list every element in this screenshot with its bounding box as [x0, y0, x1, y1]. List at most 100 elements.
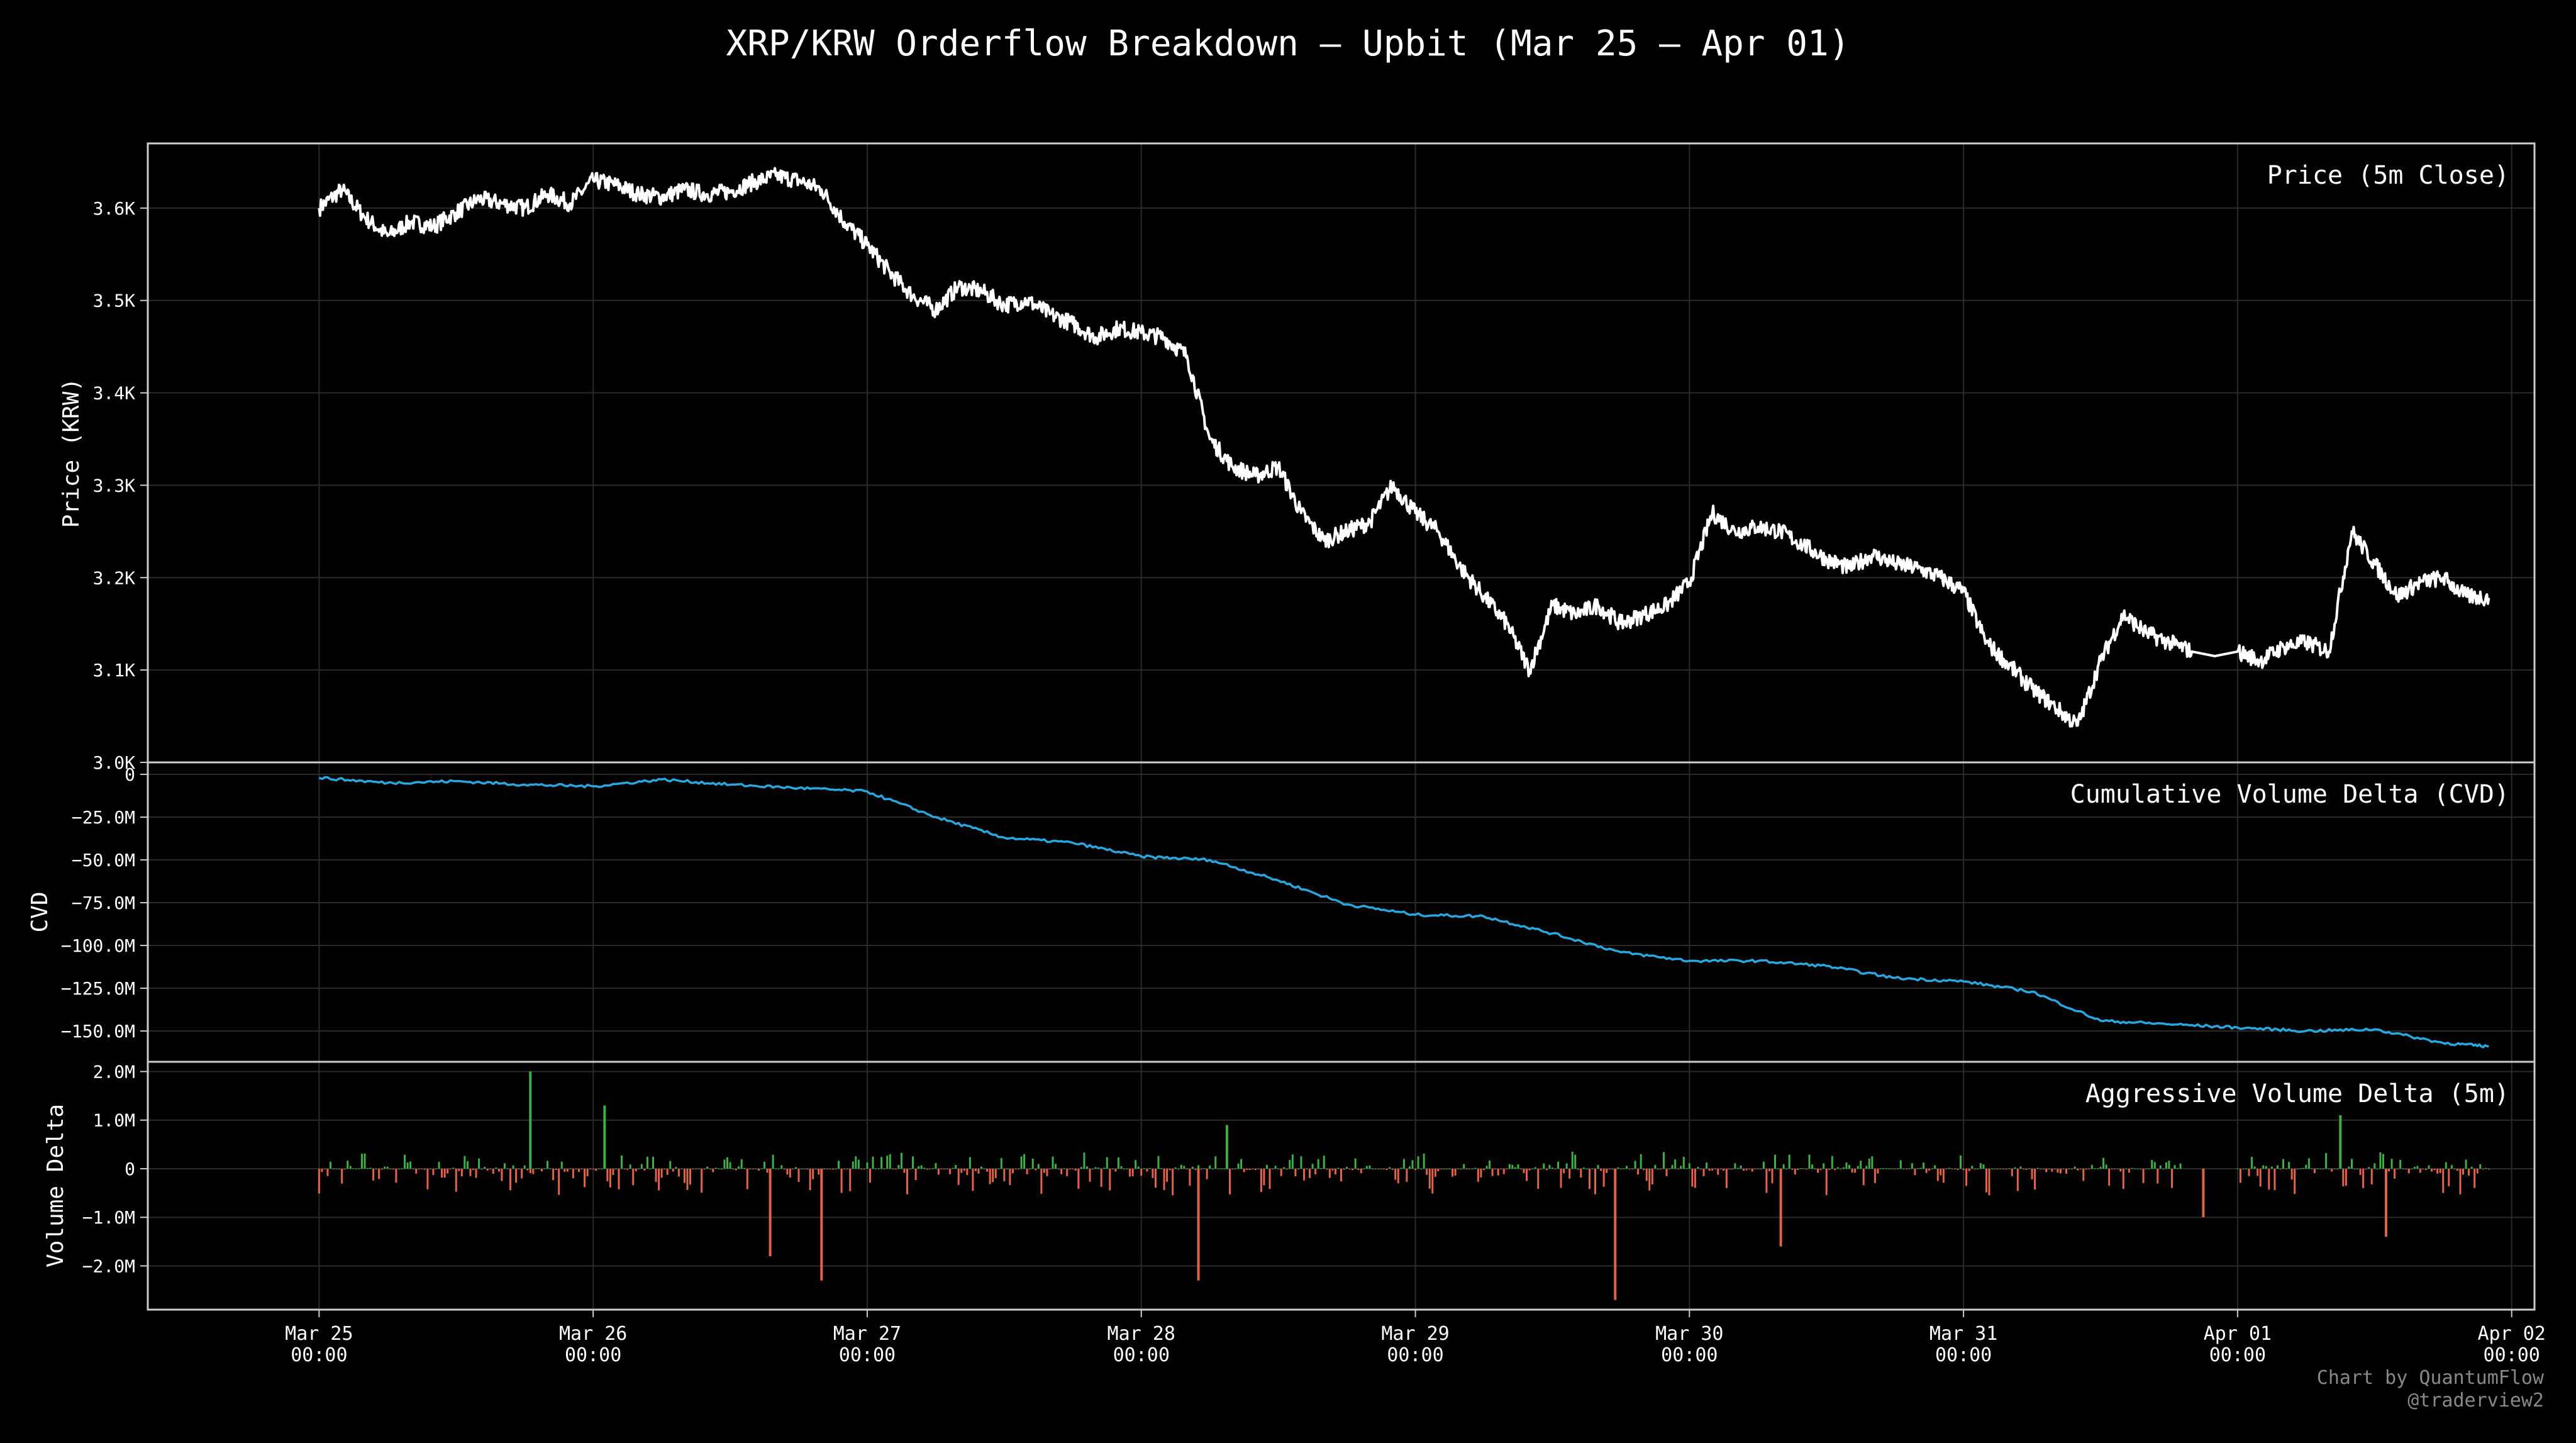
volume-delta-bar: [2476, 1168, 2479, 1174]
volume-delta-bar: [1248, 1168, 1251, 1170]
volume-delta-bar: [2059, 1168, 2062, 1174]
volume-delta-bar: [1808, 1154, 1811, 1169]
volume-delta-bar: [2387, 1168, 2390, 1172]
volume-delta-bar: [1397, 1168, 1399, 1184]
volume-delta-spike: [603, 1105, 606, 1169]
volume-delta-bar: [1580, 1168, 1582, 1178]
volume-delta-bar: [497, 1168, 500, 1172]
volume-delta-bar: [1862, 1168, 1865, 1186]
volume-delta-bar: [1357, 1168, 1360, 1170]
volume-delta-bar: [1645, 1168, 1648, 1181]
volume-delta-spike: [2384, 1168, 2387, 1237]
volume-delta-bar: [1625, 1166, 1628, 1169]
volume-delta-bar: [2251, 1157, 2253, 1169]
volume-delta-bar: [1352, 1168, 1354, 1171]
volume-delta-bar: [1402, 1159, 1405, 1169]
x-tick-label-date: Mar 28: [1108, 1323, 1175, 1345]
volume-delta-bar: [1768, 1168, 1770, 1171]
volume-delta-bar: [1940, 1168, 1942, 1176]
volume-delta-bar: [1031, 1158, 1034, 1169]
credit-line-1: Chart by QuantumFlow: [2317, 1367, 2545, 1389]
volume-delta-bar: [2142, 1168, 2145, 1183]
volume-delta-bar: [1879, 1168, 1882, 1169]
volume-delta-bar: [1911, 1163, 1913, 1169]
volume-delta-bar: [955, 1165, 957, 1169]
volume-delta-bar: [384, 1166, 386, 1169]
volume-delta-bar: [1534, 1167, 1536, 1169]
volume-delta-bar: [1011, 1168, 1014, 1174]
volume-delta-bar: [1771, 1168, 1774, 1184]
volume-delta-bar: [2051, 1168, 2053, 1172]
volume-delta-bar: [1811, 1164, 1814, 1169]
volume-delta-bar: [1851, 1168, 1853, 1173]
volume-delta-bar: [1408, 1166, 1411, 1169]
volume-delta-bar: [447, 1168, 449, 1174]
volume-delta-bar: [1680, 1166, 1682, 1169]
volume-delta-bar: [1891, 1168, 1894, 1169]
volume-delta-bar: [1517, 1164, 1519, 1169]
volume-delta-bar: [786, 1168, 789, 1175]
volume-delta-bar: [897, 1164, 900, 1169]
volume-delta-bar: [2036, 1167, 2039, 1169]
volume-delta-bar: [1563, 1168, 1565, 1174]
volume-delta-bar: [458, 1168, 460, 1171]
volume-delta-bar: [521, 1168, 523, 1179]
volume-delta-bar: [852, 1161, 854, 1169]
volume-delta-bar: [1191, 1166, 1194, 1169]
volume-delta-bar: [1637, 1168, 1640, 1175]
volume-delta-bar: [1365, 1166, 1368, 1169]
volume-delta-bar: [1702, 1168, 1705, 1176]
volume-delta-bar: [2082, 1168, 2085, 1181]
volume-delta-bar: [1797, 1168, 1799, 1170]
volume-delta-bar: [1648, 1168, 1651, 1191]
volume-delta-bar: [1189, 1168, 1191, 1186]
volume-delta-bar: [1665, 1168, 1668, 1176]
volume-delta-bar: [2448, 1168, 2450, 1186]
volume-delta-bar: [977, 1168, 980, 1174]
volume-delta-bar: [635, 1168, 637, 1171]
volume-delta-bar: [1280, 1168, 1282, 1176]
volume-delta-bar: [364, 1153, 366, 1169]
volume-delta-bar: [1971, 1166, 1974, 1169]
volume-delta-bar: [1762, 1161, 1765, 1169]
volume-delta-bar: [2016, 1168, 2019, 1191]
volume-delta-bar: [2248, 1168, 2250, 1176]
volume-delta-bar: [386, 1166, 389, 1169]
volume-delta-bar: [1394, 1168, 1397, 1180]
volume-delta-bar: [2399, 1160, 2402, 1169]
volume-delta-bar: [1868, 1158, 1870, 1169]
volume-delta-bar: [1654, 1164, 1657, 1169]
volume-delta-bar: [697, 1168, 700, 1169]
volume-delta-bar: [1274, 1166, 1277, 1169]
volume-delta-bar: [772, 1154, 774, 1169]
volume-delta-bar: [352, 1167, 355, 1169]
x-tick-label-time: 00:00: [2209, 1344, 2266, 1366]
volume-delta-bar: [672, 1168, 674, 1172]
volume-delta-bar: [1948, 1167, 1950, 1169]
volume-delta-bar: [1334, 1168, 1336, 1175]
x-tick-label-time: 00:00: [565, 1344, 621, 1366]
volume-delta-spike: [529, 1071, 532, 1169]
volume-delta-bar: [1411, 1160, 1414, 1169]
volume-delta-bar: [1877, 1168, 1879, 1174]
volume-delta-bar: [1736, 1167, 1739, 1169]
volume-delta-bar: [652, 1156, 654, 1169]
volume-delta-bar: [1497, 1168, 1499, 1176]
volume-delta-bar: [2265, 1166, 2267, 1169]
volume-delta-bar: [1740, 1165, 1742, 1169]
volume-delta-bar: [849, 1168, 852, 1191]
volume-delta-bar: [1246, 1168, 1248, 1170]
volume-delta-bar: [632, 1168, 635, 1186]
volume-delta-bar: [2459, 1168, 2462, 1195]
volume-delta-bar: [1965, 1168, 1968, 1186]
volume-delta-bar: [1485, 1166, 1488, 1169]
volume-delta-bar: [1066, 1168, 1069, 1176]
volume-delta-bar: [1117, 1157, 1119, 1169]
volume-delta-panel: −2.0M −1.0M 0 1.0M 2.0M Volume Delta Aggressiv…: [43, 1061, 2536, 1311]
volume-delta-bar: [1662, 1152, 1665, 1169]
volume-delta-bar: [406, 1162, 409, 1169]
volume-delta-bar: [903, 1168, 906, 1173]
volume-delta-bar: [555, 1168, 557, 1170]
volume-delta-bar: [1063, 1168, 1065, 1169]
volume-delta-bar: [1836, 1167, 1839, 1169]
